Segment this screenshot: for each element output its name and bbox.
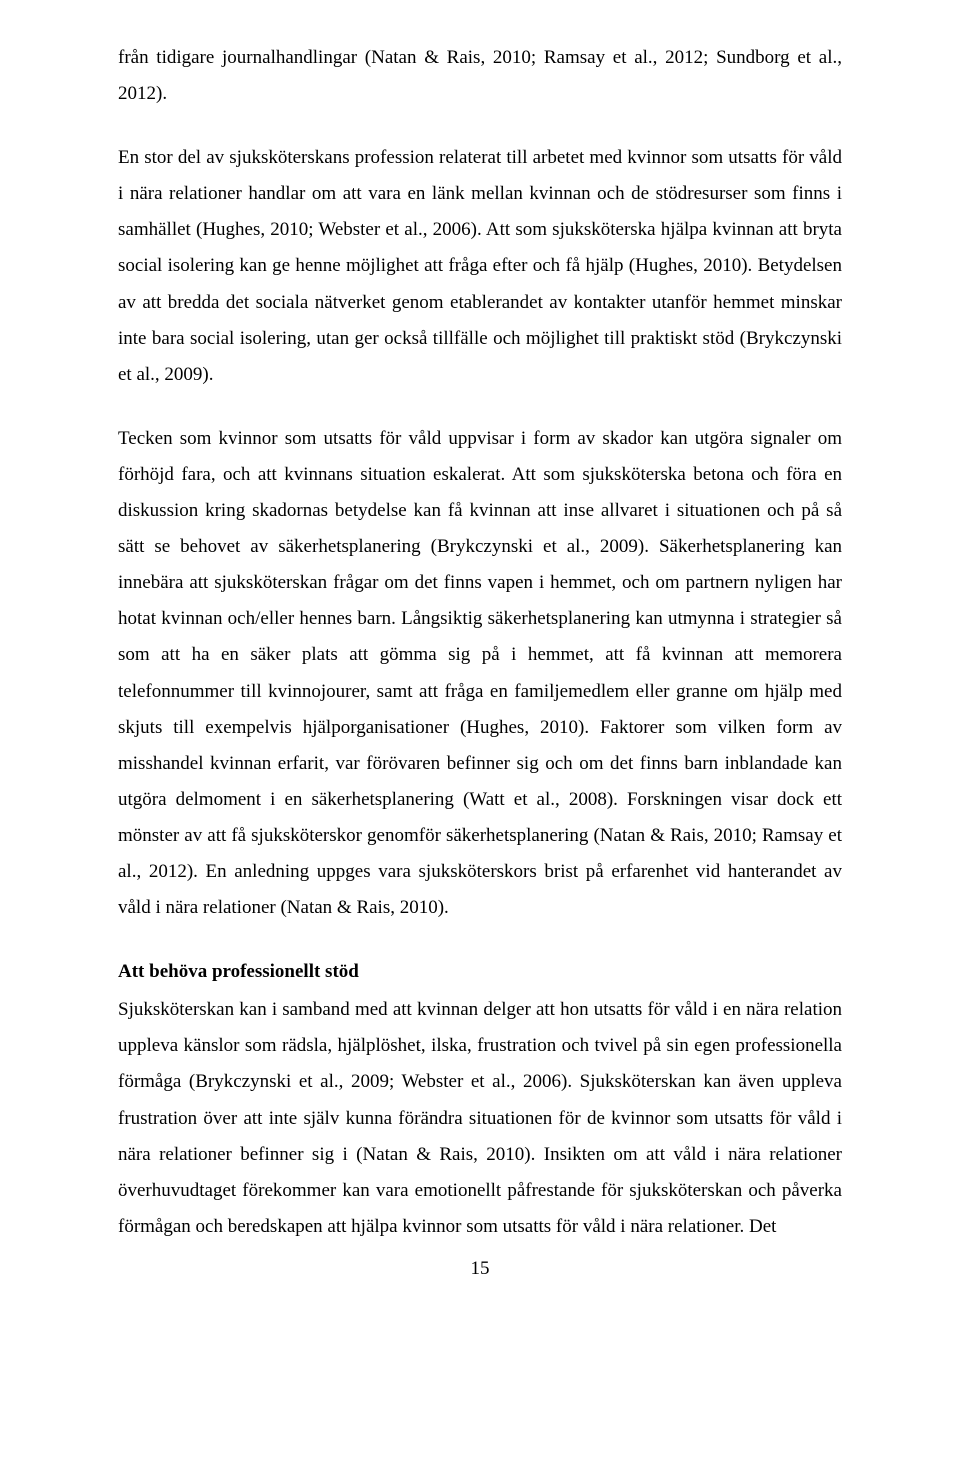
section-heading: Att behöva professionellt stöd <box>118 954 842 990</box>
body-paragraph: En stor del av sjuksköterskans professio… <box>118 140 842 393</box>
body-paragraph: Sjuksköterskan kan i samband med att kvi… <box>118 992 842 1245</box>
body-paragraph: från tidigare journalhandlingar (Natan &… <box>118 40 842 112</box>
page-number: 15 <box>118 1251 842 1287</box>
body-paragraph: Tecken som kvinnor som utsatts för våld … <box>118 421 842 926</box>
document-page: från tidigare journalhandlingar (Natan &… <box>0 0 960 1483</box>
